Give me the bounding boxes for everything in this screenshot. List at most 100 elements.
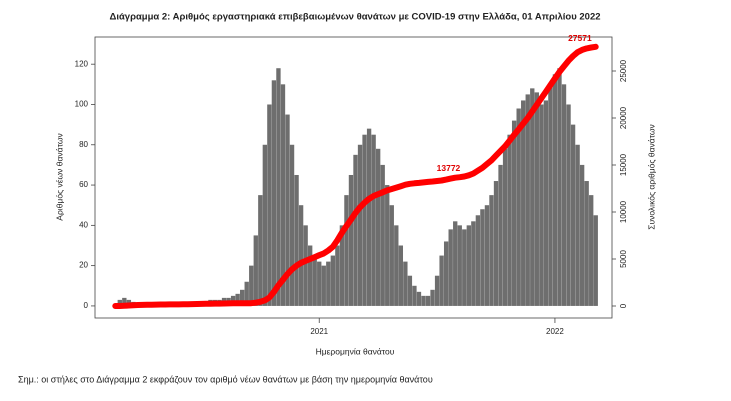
- bar: [362, 134, 367, 306]
- bar: [412, 285, 417, 306]
- bar: [303, 225, 308, 306]
- bar: [475, 215, 481, 306]
- bar: [448, 229, 453, 306]
- bar: [425, 295, 431, 306]
- y-axis-title: Αριθμός νέων θανάτων: [54, 133, 64, 220]
- bar: [502, 148, 508, 306]
- bar: [430, 289, 435, 306]
- bar: [453, 221, 458, 306]
- plot-frame: [94, 36, 613, 319]
- bar: [521, 100, 526, 306]
- bar: [289, 144, 295, 306]
- bar: [584, 181, 589, 306]
- bar: [539, 104, 544, 306]
- bar: [484, 205, 490, 306]
- bar: [267, 104, 272, 306]
- bar: [344, 195, 349, 306]
- bar: [471, 221, 476, 306]
- bar: [244, 281, 249, 306]
- bar: [466, 225, 471, 306]
- bar: [249, 265, 254, 306]
- y-tick-label: 40: [79, 220, 88, 229]
- bar: [122, 297, 127, 306]
- bar: [511, 120, 517, 306]
- bar: [543, 100, 549, 306]
- cumulative-line: [112, 43, 599, 309]
- bar: [371, 134, 376, 306]
- bar: [570, 124, 576, 306]
- bar: [262, 144, 268, 306]
- bar: [398, 245, 404, 306]
- footnote: Σημ.: οι στήλες στο Διάγραμμα 2 εκφράζου…: [18, 374, 433, 384]
- bar: [552, 74, 558, 306]
- bar: [375, 148, 381, 306]
- bar: [235, 293, 240, 306]
- bar: [421, 295, 426, 306]
- y-tick-label: 100: [75, 100, 89, 109]
- bar: [534, 92, 539, 306]
- x-tick-label: 2021: [310, 327, 328, 336]
- bar: [276, 68, 281, 306]
- bar: [298, 205, 304, 306]
- bar: [589, 195, 594, 306]
- bar: [561, 84, 567, 306]
- bar: [357, 144, 363, 306]
- bar: [462, 229, 467, 306]
- bar: [566, 104, 571, 306]
- bar: [579, 164, 585, 306]
- bar: [434, 275, 440, 306]
- bar: [258, 195, 263, 306]
- bar: [507, 134, 512, 306]
- bar: [457, 225, 462, 306]
- bar: [593, 215, 598, 306]
- bar: [294, 174, 299, 306]
- bar: [312, 255, 317, 306]
- y2-tick-label: 0: [619, 303, 628, 308]
- bar: [307, 245, 313, 306]
- bar: [416, 291, 422, 306]
- bar: [330, 255, 336, 306]
- bar: [380, 164, 385, 306]
- bar: [348, 174, 354, 306]
- bar: [339, 225, 345, 306]
- value-label: 27571: [568, 33, 592, 43]
- bar: [117, 299, 122, 306]
- bar: [498, 164, 503, 306]
- bar: [285, 114, 290, 306]
- bar: [317, 261, 322, 306]
- bar: [271, 80, 277, 306]
- bar: [321, 265, 326, 306]
- bar: [366, 128, 372, 306]
- bar: [489, 195, 494, 306]
- x-tick-label: 2022: [546, 327, 564, 336]
- y-tick-label: 0: [84, 301, 89, 310]
- y-tick-label: 60: [79, 180, 88, 189]
- bar: [525, 94, 530, 306]
- bar: [407, 275, 413, 306]
- y-tick-label: 120: [75, 59, 89, 68]
- bar: [575, 144, 580, 306]
- bar: [493, 181, 499, 306]
- bar: [557, 68, 562, 306]
- bar: [389, 205, 394, 306]
- bar: [326, 261, 331, 306]
- y2-tick-label: 10000: [619, 200, 628, 223]
- y-tick-label: 20: [79, 261, 88, 270]
- bar: [530, 88, 535, 306]
- y2-tick-label: 20000: [619, 106, 628, 129]
- value-label: 13772: [437, 163, 461, 173]
- bar: [253, 235, 258, 306]
- y-tick-label: 80: [79, 140, 88, 149]
- bar: [385, 185, 390, 306]
- bar: [335, 245, 340, 306]
- y2-tick-label: 5000: [619, 250, 628, 268]
- bar: [240, 289, 245, 306]
- bar: [443, 241, 449, 306]
- bar: [394, 225, 399, 306]
- bar: [439, 255, 444, 306]
- y2-tick-label: 15000: [619, 153, 628, 176]
- bar: [480, 209, 485, 306]
- bar: [280, 84, 286, 306]
- y2-tick-label: 25000: [619, 59, 628, 82]
